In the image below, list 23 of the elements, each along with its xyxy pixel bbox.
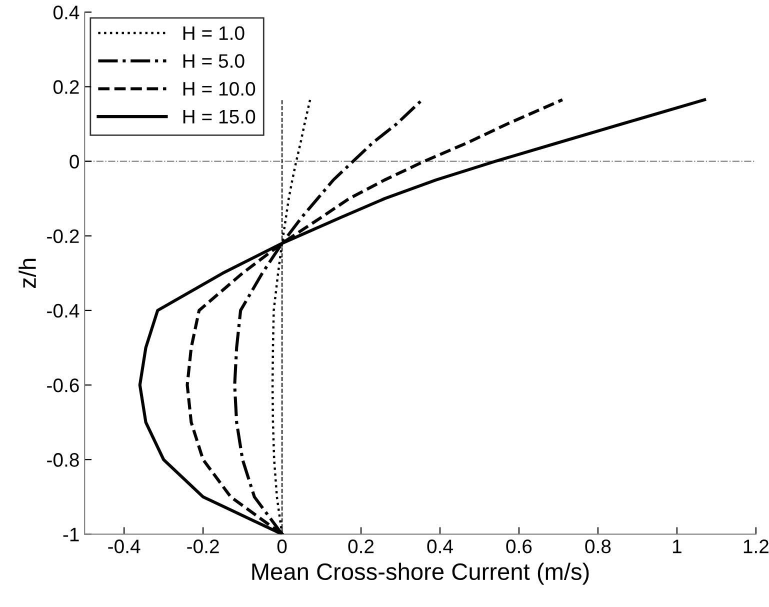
legend-label: H = 1.0 <box>183 26 244 40</box>
x-tick-label: -0.4 <box>108 540 140 554</box>
x-tick-label: 0.4 <box>427 540 453 554</box>
y-axis-title: z/h <box>18 258 36 288</box>
y-tick-label: -0.4 <box>47 304 80 318</box>
x-axis-title: Mean Cross-shore Current (m/s) <box>252 562 589 585</box>
y-tick-label: 0.4 <box>53 6 80 20</box>
x-tick-label: 0.2 <box>348 540 374 554</box>
x-tick-label: 0.8 <box>585 540 611 554</box>
y-tick-label: 0 <box>70 154 79 169</box>
x-tick-label: 0 <box>277 540 287 554</box>
y-tick-label: -0.2 <box>47 229 79 244</box>
y-tick-label: 0.2 <box>53 80 79 94</box>
x-tick-label: 1.2 <box>744 540 768 554</box>
y-tick-label: -0.8 <box>47 453 79 467</box>
x-tick-label: 0.6 <box>506 540 532 554</box>
x-tick-label: -0.2 <box>187 540 219 554</box>
legend-label: H = 5.0 <box>183 54 244 68</box>
y-tick-label: -1 <box>63 528 79 542</box>
x-tick-label: 1 <box>673 540 682 554</box>
legend-label: H = 10.0 <box>183 82 256 96</box>
y-tick-label: -0.6 <box>47 378 79 392</box>
legend-label: H = 15.0 <box>183 110 256 124</box>
